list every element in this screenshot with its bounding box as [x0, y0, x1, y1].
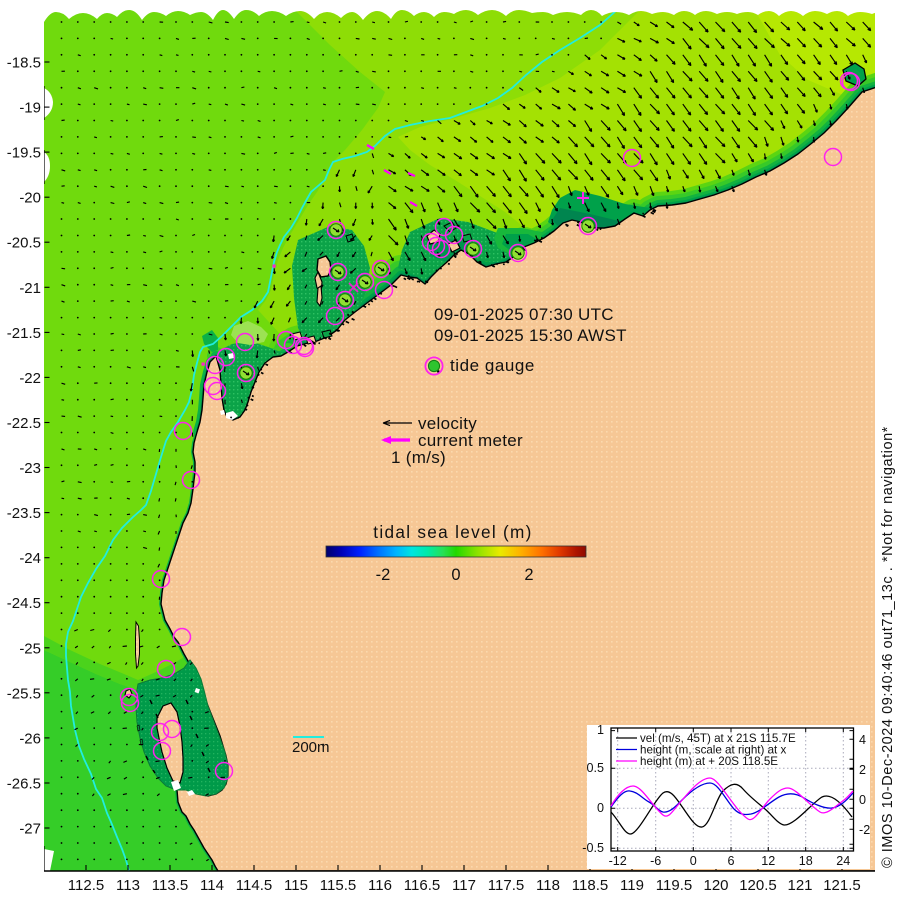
svg-text:115: 115 — [284, 877, 308, 894]
svg-text:-12: -12 — [609, 854, 627, 868]
svg-text:-20.5: -20.5 — [7, 235, 41, 252]
svg-text:-23.5: -23.5 — [7, 505, 41, 522]
svg-text:115.5: 115.5 — [320, 877, 356, 894]
svg-text:121.5: 121.5 — [823, 877, 861, 894]
svg-text:1: 1 — [597, 723, 604, 737]
svg-text:2: 2 — [524, 566, 533, 584]
svg-text:0: 0 — [597, 801, 604, 815]
svg-text:-18.5: -18.5 — [7, 55, 41, 72]
svg-text:-25: -25 — [19, 640, 41, 657]
svg-text:116.5: 116.5 — [404, 877, 440, 894]
svg-text:09-01-2025 15:30 AWST: 09-01-2025 15:30 AWST — [434, 326, 627, 345]
svg-text:118.5: 118.5 — [572, 877, 608, 894]
svg-text:-6: -6 — [650, 854, 661, 868]
svg-text:-24.5: -24.5 — [7, 595, 41, 612]
svg-text:09-01-2025 07:30 UTC: 09-01-2025 07:30 UTC — [434, 305, 614, 324]
svg-text:200m: 200m — [292, 739, 330, 756]
svg-text:114.5: 114.5 — [236, 877, 272, 894]
svg-text:6: 6 — [727, 854, 734, 868]
svg-text:24: 24 — [836, 854, 850, 868]
svg-text:113: 113 — [116, 877, 140, 894]
svg-text:120.5: 120.5 — [739, 877, 777, 894]
svg-text:height (m) at + 20S 118.5E: height (m) at + 20S 118.5E — [640, 755, 778, 768]
svg-text:tidal sea level (m): tidal sea level (m) — [373, 522, 532, 542]
svg-text:0: 0 — [859, 793, 866, 807]
svg-text:-25.5: -25.5 — [7, 685, 41, 702]
svg-text:116: 116 — [368, 877, 392, 894]
svg-text:2: 2 — [859, 763, 866, 777]
svg-text:-0.5: -0.5 — [582, 841, 604, 855]
svg-text:0: 0 — [451, 566, 460, 584]
svg-text:118: 118 — [536, 877, 560, 894]
svg-text:120: 120 — [703, 877, 728, 894]
svg-text:height (m, scale at right) at: height (m, scale at right) at x — [640, 744, 786, 757]
svg-text:-2: -2 — [376, 566, 391, 584]
svg-text:tide gauge: tide gauge — [450, 356, 535, 375]
svg-text:-2: -2 — [859, 823, 870, 837]
svg-text:-22.5: -22.5 — [7, 415, 41, 432]
svg-text:-26: -26 — [19, 730, 41, 747]
svg-text:114: 114 — [200, 877, 224, 894]
svg-text:0.5: 0.5 — [586, 761, 604, 775]
svg-text:117: 117 — [452, 877, 476, 894]
svg-text:-21.5: -21.5 — [7, 325, 41, 342]
svg-text:-21: -21 — [19, 280, 41, 297]
svg-text:© IMOS 10-Dec-2024 09:40:46 ou: © IMOS 10-Dec-2024 09:40:46 out71_13c . … — [880, 426, 896, 868]
svg-text:0: 0 — [690, 854, 697, 868]
svg-text:-26.5: -26.5 — [7, 776, 41, 793]
svg-text:velocity: velocity — [418, 414, 477, 433]
svg-text:-20: -20 — [19, 190, 41, 207]
svg-text:119.5: 119.5 — [656, 877, 692, 894]
svg-text:current meter: current meter — [418, 431, 523, 450]
svg-text:1 (m/s): 1 (m/s) — [391, 448, 446, 467]
svg-text:-23: -23 — [19, 460, 41, 477]
svg-text:vel (m/s, 45T) at x 21S 115.7E: vel (m/s, 45T) at x 21S 115.7E — [640, 732, 796, 745]
svg-text:119: 119 — [620, 877, 644, 894]
svg-text:-19: -19 — [19, 100, 41, 117]
svg-text:112.5: 112.5 — [68, 877, 104, 894]
svg-text:-19.5: -19.5 — [7, 145, 41, 162]
svg-text:-24: -24 — [19, 550, 41, 567]
svg-text:121: 121 — [787, 877, 812, 894]
svg-text:117.5: 117.5 — [488, 877, 524, 894]
svg-text:-27: -27 — [19, 821, 41, 838]
svg-text:4: 4 — [859, 733, 866, 747]
svg-text:12: 12 — [761, 854, 775, 868]
svg-text:113.5: 113.5 — [152, 877, 188, 894]
svg-text:18: 18 — [799, 854, 813, 868]
svg-text:-22: -22 — [19, 370, 41, 387]
